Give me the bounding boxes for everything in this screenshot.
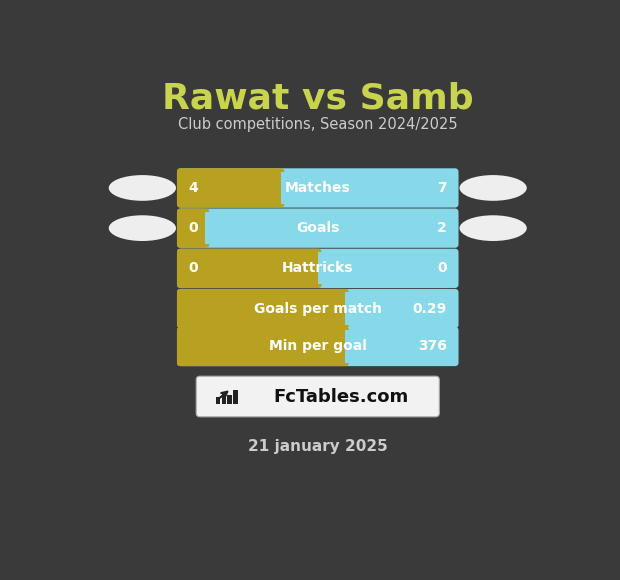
Text: 0: 0 — [188, 221, 198, 235]
FancyBboxPatch shape — [177, 327, 349, 366]
FancyBboxPatch shape — [177, 168, 459, 208]
FancyBboxPatch shape — [177, 289, 459, 328]
Bar — [345, 331, 454, 362]
FancyBboxPatch shape — [177, 208, 459, 248]
FancyBboxPatch shape — [196, 376, 440, 417]
Text: 0: 0 — [188, 262, 198, 275]
FancyBboxPatch shape — [177, 249, 459, 288]
Text: FcTables.com: FcTables.com — [273, 387, 409, 405]
Text: Goals: Goals — [296, 221, 339, 235]
Text: Matches: Matches — [285, 181, 351, 195]
Text: Hattricks: Hattricks — [282, 262, 353, 275]
Ellipse shape — [108, 175, 176, 201]
FancyBboxPatch shape — [177, 208, 210, 248]
Text: 4: 4 — [188, 181, 198, 195]
Bar — [312, 252, 318, 284]
Text: Min per goal: Min per goal — [269, 339, 366, 353]
Bar — [200, 212, 205, 244]
FancyBboxPatch shape — [177, 327, 459, 366]
Text: 376: 376 — [418, 339, 447, 353]
Text: Rawat vs Samb: Rawat vs Samb — [162, 82, 474, 115]
Bar — [275, 172, 280, 204]
Bar — [339, 331, 345, 362]
Text: 21 january 2025: 21 january 2025 — [248, 440, 388, 455]
Text: 7: 7 — [437, 181, 447, 195]
Ellipse shape — [108, 215, 176, 241]
Bar — [345, 292, 454, 325]
Bar — [228, 395, 232, 404]
Text: Goals per match: Goals per match — [254, 302, 382, 316]
Bar — [280, 172, 454, 204]
Bar — [216, 397, 220, 404]
Bar — [233, 390, 237, 404]
Bar — [222, 393, 226, 404]
FancyBboxPatch shape — [177, 289, 349, 328]
FancyBboxPatch shape — [177, 168, 285, 208]
Bar — [205, 212, 454, 244]
Text: 0: 0 — [437, 262, 447, 275]
Bar — [339, 292, 345, 325]
Ellipse shape — [459, 175, 527, 201]
Ellipse shape — [459, 215, 527, 241]
FancyBboxPatch shape — [177, 249, 322, 288]
Text: 2: 2 — [437, 221, 447, 235]
Bar — [317, 252, 454, 284]
Text: Club competitions, Season 2024/2025: Club competitions, Season 2024/2025 — [178, 118, 458, 132]
Text: 0.29: 0.29 — [413, 302, 447, 316]
